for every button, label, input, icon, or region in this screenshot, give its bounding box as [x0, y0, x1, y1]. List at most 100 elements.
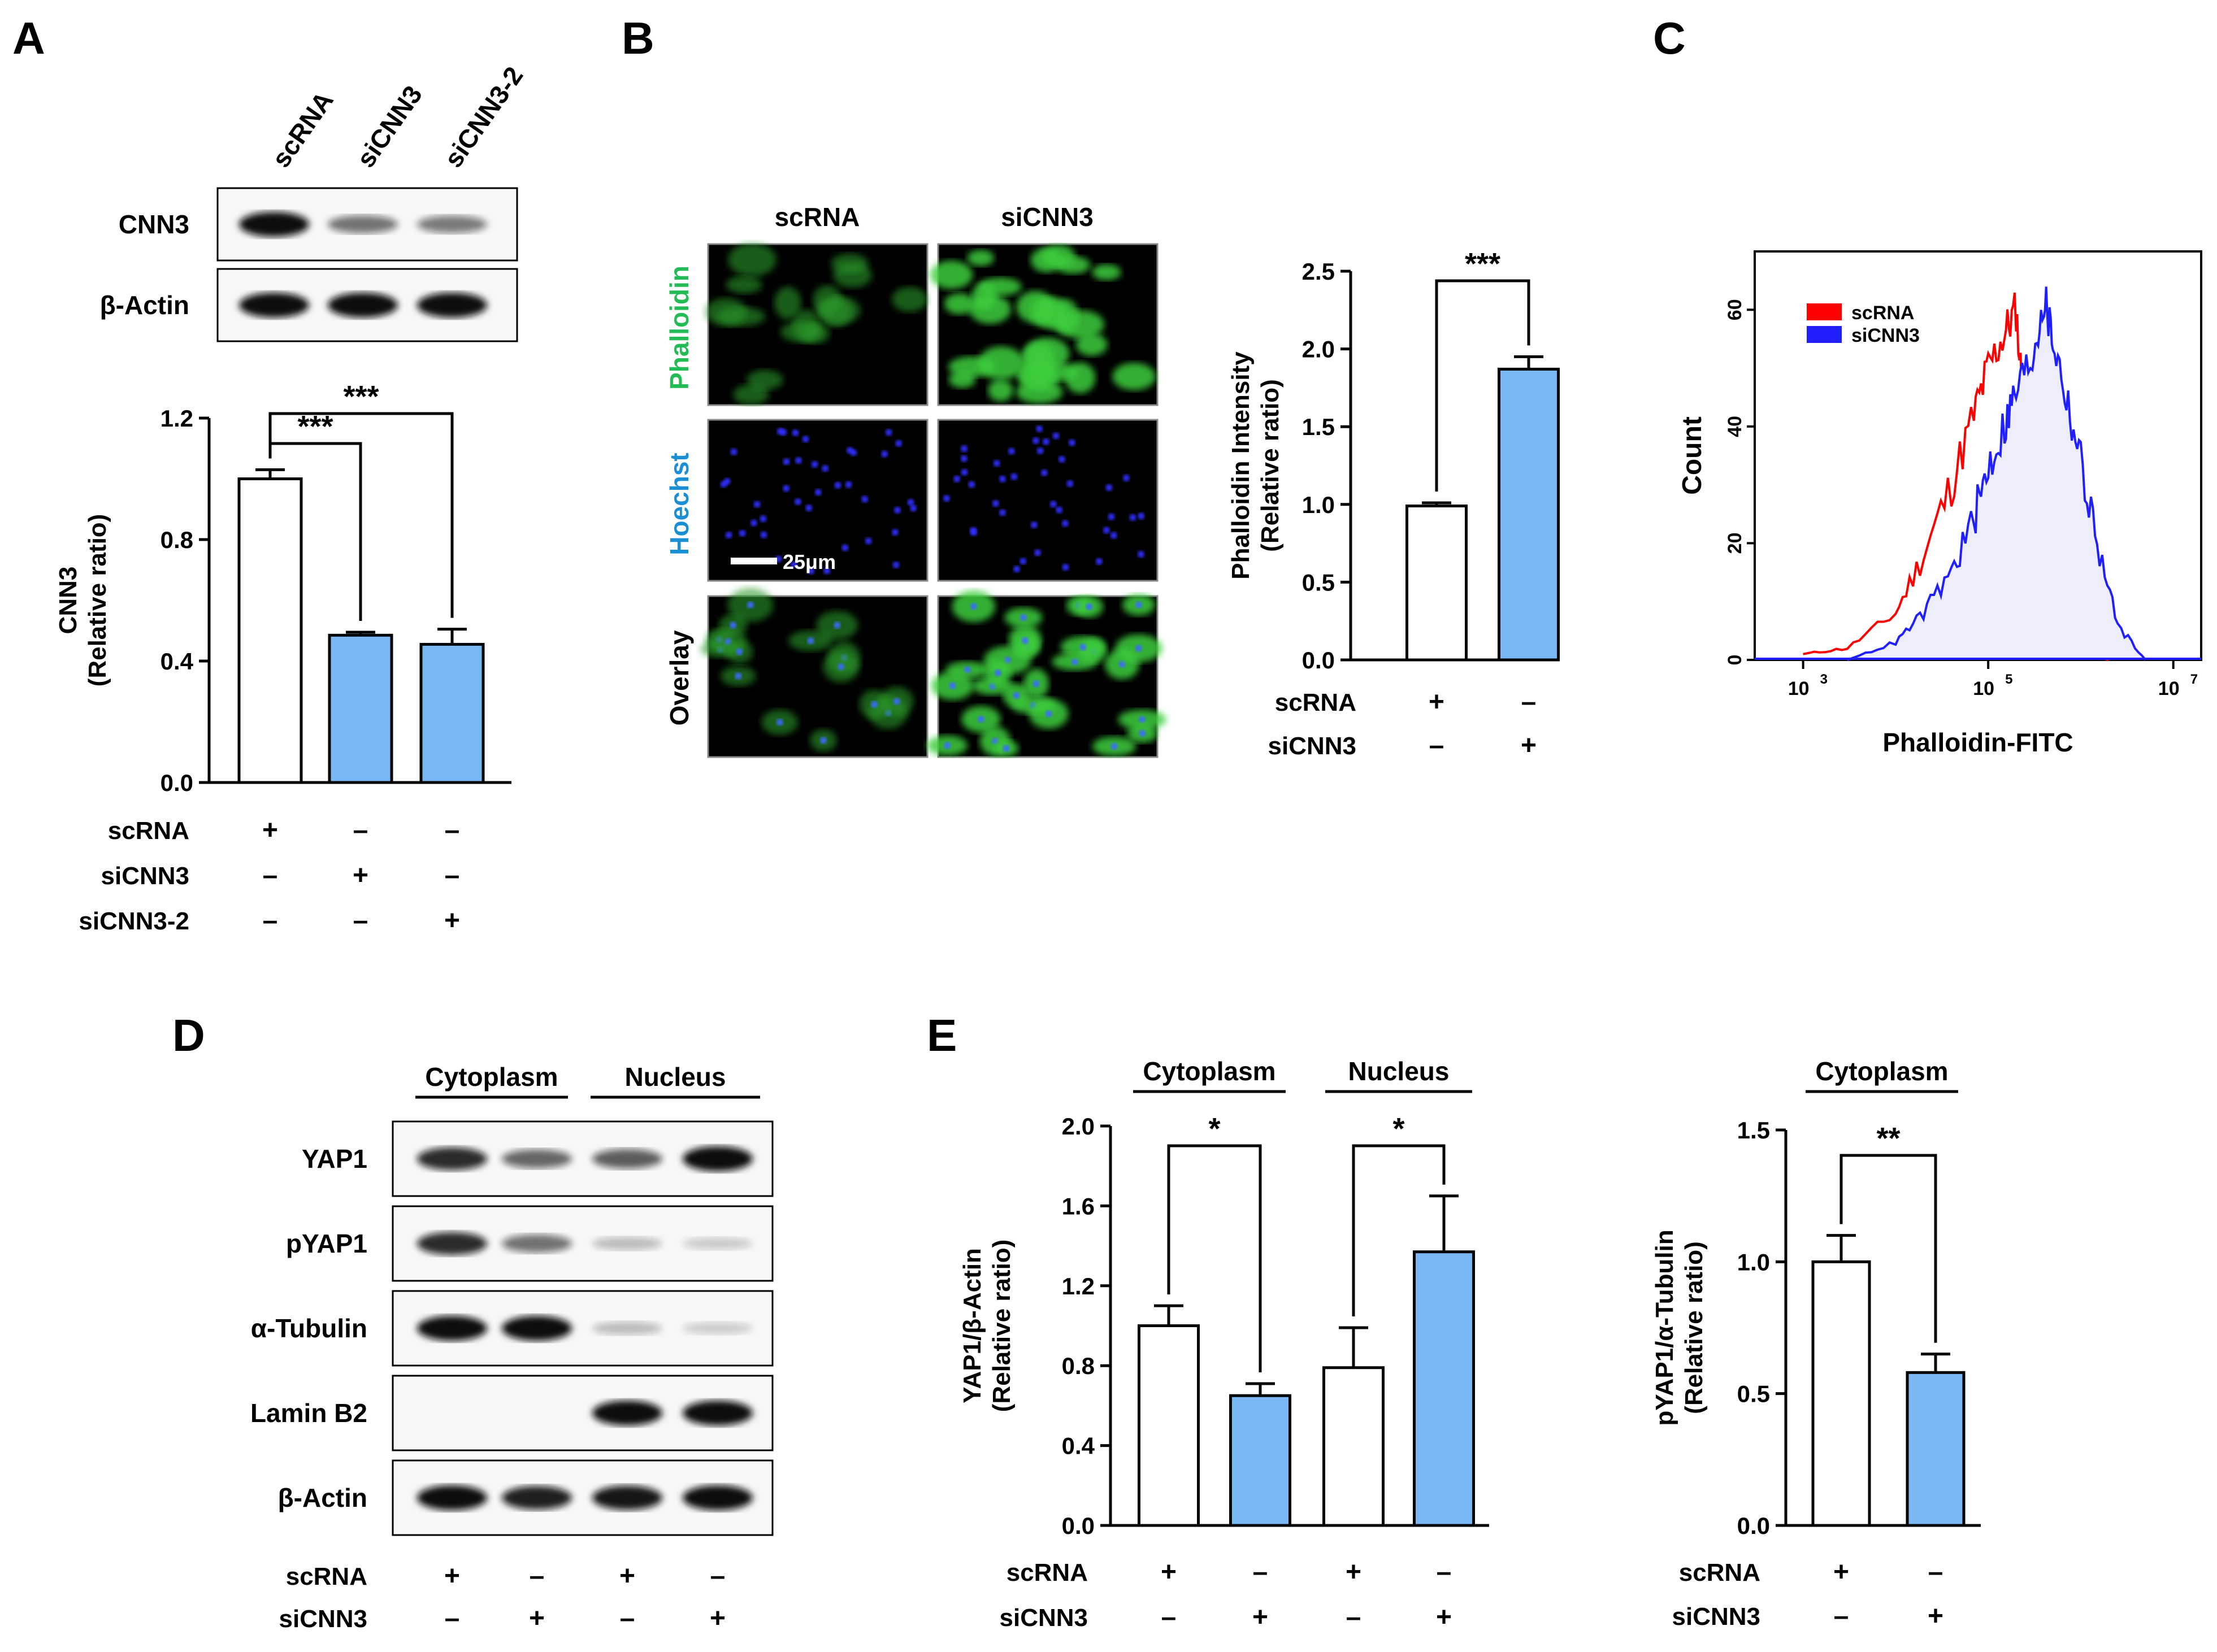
nucleus-dot — [1079, 644, 1087, 651]
nucleus-dot — [794, 498, 801, 506]
nucleus-dot — [885, 429, 892, 436]
treatment-sign: – — [1429, 731, 1444, 760]
bar — [1811, 1260, 1871, 1527]
nucleus-dot — [1095, 558, 1103, 565]
nucleus-dot — [792, 429, 799, 437]
nucleus-dot — [943, 495, 951, 502]
y-tick-label: 0.4 — [160, 648, 194, 675]
treatment-sign: – — [1928, 1557, 1943, 1587]
cell-blob — [1016, 380, 1063, 404]
nucleus-dot — [1071, 658, 1078, 666]
treatment-sign: + — [1346, 1557, 1361, 1587]
treatment-sign: – — [1834, 1601, 1849, 1631]
blot-label: α-Tubulin — [251, 1314, 367, 1343]
significance-bracket — [1435, 279, 1530, 492]
panel-e-left-bar-chart: Cytoplasm Nucleus 0.0 0.4 0.8 1.2 1.6 2.0 YAP1/β… — [958, 1057, 1489, 1539]
blot-band — [328, 293, 398, 318]
nucleus-dot — [730, 621, 737, 629]
nucleus-dot — [736, 648, 743, 655]
nucleus-dot — [822, 465, 829, 472]
nucleus-dot — [823, 567, 831, 575]
nucleus-dot — [776, 719, 783, 726]
x-tick-exponent: 7 — [2190, 672, 2198, 687]
nucleus-dot — [1008, 447, 1015, 455]
cell-blob — [944, 293, 975, 315]
nucleus-dot — [1036, 425, 1043, 432]
bar — [1405, 505, 1468, 662]
treatment-sign: – — [445, 860, 460, 890]
y-axis-label-2: (Relative ratio) — [988, 1240, 1016, 1412]
treatment-sign: + — [619, 1561, 635, 1591]
nucleus-dot — [1103, 527, 1110, 534]
y-tick-label: 40 — [1724, 416, 1746, 437]
nucleus-dot — [961, 468, 968, 476]
y-tick-label: 1.0 — [1302, 492, 1335, 518]
lane-label-a-1: scRNA — [266, 86, 339, 172]
scale-bar-label: 25μm — [783, 550, 836, 573]
blot-band — [502, 1149, 572, 1168]
nucleus-dot — [1049, 501, 1057, 508]
nucleus-dot — [894, 506, 901, 514]
treatment-label: scRNA — [1679, 1559, 1760, 1586]
blot-band — [592, 1321, 662, 1335]
treatment-label: siCNN3-2 — [79, 907, 189, 935]
legend-label: siCNN3 — [1851, 325, 1920, 346]
y-tick-label: 0.5 — [1302, 569, 1335, 595]
blot-label: Lamin B2 — [250, 1398, 367, 1428]
treatment-sign: – — [710, 1561, 726, 1591]
bar — [1906, 1371, 1966, 1527]
treatment-sign: + — [353, 860, 368, 890]
nucleus-dot — [999, 475, 1006, 482]
nucleus-dot — [949, 682, 956, 689]
cell-blob — [967, 250, 995, 266]
nucleus-dot — [893, 698, 900, 705]
y-tick-label: 2.0 — [1062, 1113, 1095, 1140]
micro-row-label-phalloidin: Phalloidin — [665, 266, 694, 390]
panel-b-treatment-table: scRNA + – siCNN3 – + — [1268, 687, 1537, 760]
y-tick-label: 0.0 — [1302, 647, 1335, 673]
nucleus-dot — [968, 481, 975, 488]
blot-label: CNN3 — [119, 210, 189, 239]
nucleus-dot — [735, 672, 742, 680]
treatment-label: siCNN3 — [1268, 732, 1357, 760]
y-axis-label: CNN3 — [54, 567, 82, 634]
treatment-sign: + — [1436, 1602, 1452, 1632]
treatment-sign: + — [1252, 1602, 1268, 1632]
nucleus-dot — [999, 509, 1006, 516]
histogram-fill — [1847, 286, 2146, 660]
cell-blob — [988, 379, 1013, 402]
blot-band — [683, 1401, 753, 1425]
micro-tile — [707, 419, 929, 582]
y-axis-label-2: (Relative ratio) — [1680, 1241, 1708, 1414]
group-label: Cytoplasm — [425, 1062, 558, 1092]
nucleus-dot — [760, 515, 767, 523]
x-tick-label: 10 — [1973, 678, 1994, 699]
blot-band — [683, 1485, 753, 1510]
nucleus-dot — [1066, 480, 1074, 487]
treatment-sign: + — [1521, 731, 1537, 760]
panel-b-bar-chart: 0.0 0.5 1.0 1.5 2.0 2.5 Phalloidin Intensity (R… — [1227, 247, 1560, 673]
nucleus-dot — [783, 485, 790, 492]
y-tick-label: 1.2 — [1062, 1273, 1095, 1299]
panel-e-left-treatment-table: scRNA + – + – siCNN3 – + – + — [1000, 1557, 1452, 1632]
treatment-sign: – — [1346, 1602, 1361, 1632]
panel-e-right-bar-chart: Cytoplasm 0.0 0.5 1.0 1.5 pYAP1/α-Tubulin (Rel… — [1651, 1057, 1981, 1539]
treatment-sign: + — [262, 815, 278, 845]
cell-blob — [971, 282, 997, 310]
y-tick-label: 0.0 — [160, 770, 193, 796]
significance-label: *** — [297, 410, 333, 444]
y-axis-label: pYAP1/α-Tubulin — [1651, 1229, 1678, 1425]
cell-blob — [833, 263, 872, 288]
histogram-series-sicnn3 — [1847, 286, 2146, 661]
nucleus-dot — [814, 489, 822, 496]
cell-blob — [1057, 310, 1104, 339]
nucleus-dot — [1010, 473, 1018, 480]
x-tick-exponent: 5 — [2005, 672, 2012, 687]
y-tick-label: 0.4 — [1062, 1433, 1095, 1459]
lane-label-a-2: siCNN3 — [351, 80, 428, 173]
bar — [328, 633, 393, 784]
cell-blob — [747, 369, 783, 390]
treatment-sign: + — [1928, 1601, 1943, 1631]
blot-band — [417, 1232, 487, 1255]
